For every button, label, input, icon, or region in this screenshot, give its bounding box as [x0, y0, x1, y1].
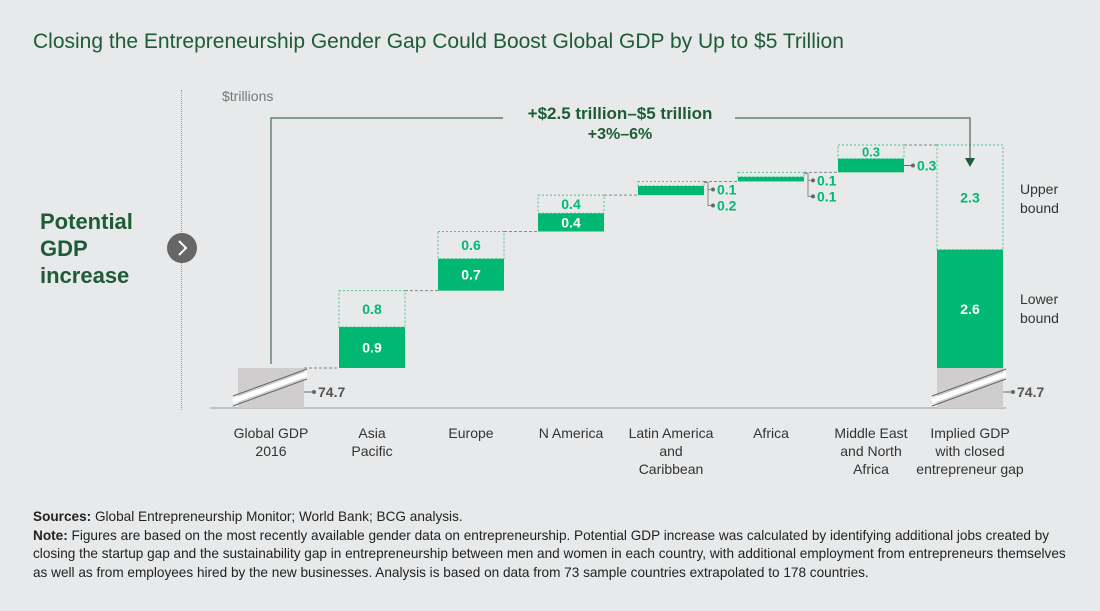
category-label: 2016: [255, 443, 286, 459]
upper-bound-bar: [437, 231, 505, 260]
base-value-label: 74.7: [1017, 384, 1044, 400]
upper-value-label: 2.3: [960, 189, 980, 205]
annotation-bracket: [735, 117, 971, 160]
base-value-label: 74.7: [318, 384, 345, 400]
arrow-down-icon: [965, 158, 975, 167]
category-label: entrepreneur gap: [916, 461, 1024, 477]
upper-value-label: 0.1: [717, 181, 737, 197]
lower-bound-bar: [438, 258, 504, 291]
leader-dot: [312, 390, 316, 394]
note-text: Figures are based on the most recently a…: [33, 527, 1066, 580]
category-label: Caribbean: [639, 461, 704, 477]
upper-value-label: 0.8: [362, 301, 382, 317]
category-label: and: [659, 443, 682, 459]
lower-bound-bar: [738, 176, 804, 182]
lower-value-label: 0.4: [561, 214, 581, 230]
bracket-line: [804, 172, 812, 197]
lower-value-label: 2.6: [960, 301, 980, 317]
lower-bound-bar: [937, 249, 1003, 368]
category-label: Pacific: [351, 443, 392, 459]
leader-dot: [911, 163, 915, 168]
axis-break: [232, 378, 308, 407]
bracket-line: [704, 181, 712, 206]
upper-value-label: 0.3: [862, 145, 880, 160]
leader-dot: [711, 187, 715, 192]
category-label: Implied GDP: [930, 425, 1009, 441]
leader-dot: [711, 203, 715, 208]
side-label: Potential GDP increase: [40, 209, 133, 288]
category-label: Middle East: [834, 425, 907, 441]
leader-dot: [1011, 390, 1015, 394]
notes: Sources: Global Entrepreneurship Monitor…: [33, 508, 1073, 582]
category-label: Asia: [358, 425, 385, 441]
page-title: Closing the Entrepreneurship Gender Gap …: [33, 30, 844, 53]
lower-bound-bar: [339, 327, 405, 368]
y-axis-label: $trillions: [222, 88, 273, 104]
legend-upper-bound: bound: [1020, 200, 1059, 216]
upper-value-label: 0.4: [561, 196, 581, 212]
lower-value-label: 0.9: [362, 340, 382, 356]
axis-break: [931, 378, 1007, 407]
note-label: Note:: [33, 527, 68, 543]
axis-break: [232, 368, 308, 397]
category-label: and North: [840, 443, 901, 459]
upper-bound-bar: [737, 171, 805, 178]
lower-value-label: 0.3: [917, 158, 937, 174]
lower-bound-bar: [838, 158, 904, 173]
upper-value-label: 0.6: [461, 237, 481, 253]
lower-bound-bar: [538, 213, 604, 232]
category-label: Global GDP: [234, 425, 309, 441]
category-label: Latin America: [629, 425, 714, 441]
lower-value-label: 0.1: [817, 188, 837, 204]
lower-value-label: 0.7: [461, 267, 481, 283]
sources-text: Global Entrepreneurship Monitor; World B…: [94, 509, 463, 524]
upper-value-label: 0.1: [817, 172, 837, 188]
category-label: Europe: [448, 425, 493, 441]
axis-break: [232, 371, 308, 404]
lower-bound-bar: [638, 186, 704, 196]
category-label: N America: [539, 425, 604, 441]
chevron-right-icon: [167, 233, 197, 263]
upper-bound-bar: [338, 290, 406, 328]
annotation-total: +$2.5 trillion–$5 trillion: [528, 104, 713, 123]
lower-value-label: 0.2: [717, 197, 737, 213]
axis-break: [931, 368, 1007, 397]
legend-upper-bound: Upper: [1020, 181, 1058, 197]
axis-break: [931, 371, 1007, 404]
legend-lower-bound: bound: [1020, 310, 1059, 326]
sources-label: Sources:: [33, 509, 92, 524]
category-label: with closed: [934, 443, 1004, 459]
leader-dot: [811, 178, 815, 183]
category-label: Africa: [753, 425, 789, 441]
annotation-percent: +3%–6%: [588, 126, 653, 143]
category-label: Africa: [853, 461, 889, 477]
upper-bound-bar: [637, 180, 705, 187]
annotation-bracket: [270, 117, 503, 364]
leader-dot: [811, 194, 815, 199]
legend-lower-bound: Lower: [1020, 291, 1058, 307]
